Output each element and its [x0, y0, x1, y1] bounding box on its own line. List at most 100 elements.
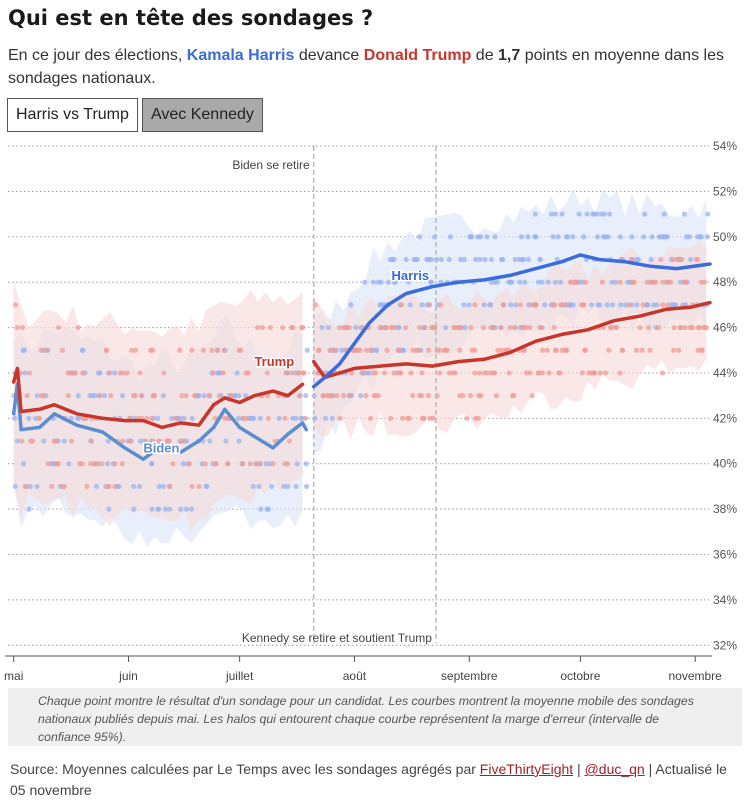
poll-dot — [283, 370, 289, 376]
poll-dot — [95, 370, 102, 376]
poll-dot — [382, 370, 388, 376]
poll-dot — [104, 461, 111, 467]
poll-dot — [557, 279, 564, 285]
poll-dot — [398, 302, 405, 308]
poll-dot — [24, 393, 30, 399]
poll-dot — [552, 279, 559, 285]
poll-dot — [353, 324, 359, 331]
poll-dot — [264, 370, 270, 376]
poll-dot — [654, 302, 660, 308]
poll-dot — [645, 302, 651, 308]
poll-dot — [180, 461, 186, 467]
poll-dot — [301, 370, 307, 376]
biden-average-line — [11, 382, 309, 461]
poll-dot — [563, 302, 569, 308]
poll-dot — [452, 370, 458, 376]
poll-dot — [19, 324, 26, 331]
poll-dot — [607, 324, 613, 331]
author-link[interactable]: @duc_qn — [584, 761, 645, 777]
poll-dot — [44, 347, 50, 353]
poll-dot — [419, 370, 425, 376]
poll-dot — [558, 302, 564, 308]
poll-dot — [519, 256, 525, 263]
poll-dot — [408, 370, 414, 376]
poll-dot — [455, 324, 462, 331]
poll-dot — [436, 370, 443, 376]
poll-dot — [523, 324, 529, 331]
poll-dot — [99, 461, 105, 467]
poll-dot — [660, 279, 666, 285]
poll-dot — [188, 506, 195, 512]
poll-dot — [601, 211, 607, 217]
poll-dot — [400, 415, 406, 421]
poll-dot — [695, 256, 701, 263]
poll-dot — [129, 347, 135, 353]
poll-dot — [545, 279, 551, 285]
trump-average-line — [11, 366, 305, 430]
poll-dot — [542, 302, 548, 308]
poll-dot — [302, 415, 308, 421]
poll-dot — [177, 347, 183, 353]
poll-dot — [677, 279, 684, 285]
poll-dot — [419, 393, 425, 399]
poll-dot — [468, 324, 474, 331]
y-tick-label: 44% — [713, 366, 737, 380]
poll-dot — [243, 393, 249, 399]
poll-dot — [59, 347, 66, 353]
poll-dot — [23, 483, 30, 490]
poll-dot — [209, 347, 215, 353]
x-tick-label: août — [343, 669, 367, 683]
poll-dot — [36, 415, 42, 421]
poll-dot — [108, 393, 114, 399]
poll-dot — [633, 347, 640, 353]
poll-dot — [414, 256, 420, 263]
poll-dot — [336, 324, 343, 331]
poll-dot — [14, 324, 20, 331]
poll-dot — [53, 438, 59, 444]
poll-dot — [196, 483, 202, 490]
poll-dot — [300, 324, 306, 331]
poll-dot — [595, 302, 601, 308]
y-tick-label: 36% — [713, 548, 737, 562]
poll-dot — [488, 256, 494, 263]
series-label-biden: Biden — [143, 440, 179, 455]
toggle-harris-vs-trump[interactable]: Harris vs Trump — [7, 98, 138, 132]
fivethirtyeight-link[interactable]: FiveThirtyEight — [479, 761, 574, 777]
poll-dot — [422, 324, 428, 331]
poll-dot — [92, 393, 98, 399]
poll-dot — [493, 393, 499, 399]
poll-dot — [200, 347, 207, 353]
poll-dot — [170, 461, 176, 467]
poll-dot — [93, 483, 100, 490]
poll-dot — [373, 370, 379, 376]
poll-dot — [202, 461, 209, 467]
chart-note: Chaque point montre le résultat d'un son… — [8, 688, 742, 746]
poll-dot — [322, 415, 329, 421]
poll-dot — [658, 256, 664, 263]
source-line: Source: Moyennes calculées par Le Temps … — [10, 759, 740, 801]
poll-dot — [546, 370, 552, 376]
poll-dot — [132, 393, 138, 399]
poll-dot — [492, 234, 498, 240]
poll-dot — [563, 234, 570, 240]
poll-dot — [682, 279, 688, 285]
poll-dot — [30, 438, 36, 444]
poll-dot — [507, 324, 513, 331]
poll-dot — [405, 279, 412, 285]
poll-dot — [365, 370, 371, 376]
poll-dot — [446, 256, 452, 263]
poll-dot — [552, 211, 558, 217]
poll-dot — [45, 461, 51, 467]
poll-dot — [612, 279, 619, 285]
poll-dot — [303, 483, 310, 490]
poll-dot — [618, 302, 624, 308]
poll-dot — [665, 302, 671, 308]
poll-dot — [245, 370, 251, 376]
poll-dot — [371, 393, 377, 399]
y-tick-label: 52% — [713, 184, 737, 198]
poll-dot — [50, 461, 56, 467]
toggle-avec-kennedy[interactable]: Avec Kennedy — [142, 98, 263, 132]
poll-dot — [498, 324, 504, 331]
poll-dot — [328, 393, 334, 399]
poll-dot — [263, 461, 269, 467]
